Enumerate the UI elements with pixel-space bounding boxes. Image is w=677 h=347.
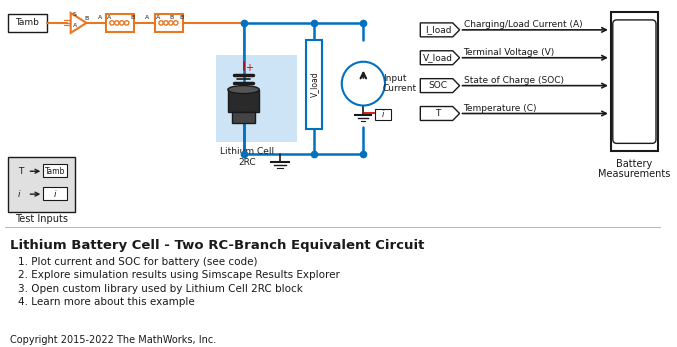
Text: i: i	[382, 110, 384, 119]
Text: State of Charge (SOC): State of Charge (SOC)	[464, 76, 563, 85]
Text: Charging/Load Current (A): Charging/Load Current (A)	[464, 20, 582, 29]
Text: T: T	[18, 167, 23, 176]
Text: 4. Learn more about this example: 4. Learn more about this example	[18, 297, 194, 307]
Text: B: B	[179, 15, 184, 20]
Text: Temperature (C): Temperature (C)	[464, 104, 537, 113]
Text: I_load: I_load	[424, 25, 452, 34]
Circle shape	[110, 21, 114, 25]
Text: B: B	[85, 16, 89, 21]
Circle shape	[173, 21, 178, 25]
Text: Input
Current: Input Current	[383, 74, 417, 93]
Text: Tamb: Tamb	[45, 167, 65, 176]
Text: V_load: V_load	[423, 53, 453, 62]
Bar	[611, 12, 658, 151]
Circle shape	[342, 62, 385, 105]
Bar	[43, 164, 67, 177]
Text: 3. Open custom library used by Lithium Cell 2RC block: 3. Open custom library used by Lithium C…	[18, 284, 303, 294]
Text: A: A	[72, 23, 77, 28]
Text: i: i	[53, 190, 56, 198]
Bar	[155, 14, 183, 32]
Bar	[8, 157, 74, 212]
Ellipse shape	[228, 86, 259, 94]
Circle shape	[164, 21, 168, 25]
Circle shape	[125, 21, 129, 25]
Text: Lithium Cell
2RC: Lithium Cell 2RC	[221, 147, 275, 167]
Polygon shape	[420, 51, 460, 65]
Polygon shape	[70, 13, 87, 33]
FancyBboxPatch shape	[613, 20, 656, 143]
Bar	[216, 55, 297, 142]
Bar	[375, 109, 391, 120]
Text: V_load: V_load	[310, 72, 319, 98]
Bar	[307, 40, 322, 129]
Text: A: A	[98, 15, 102, 20]
Bar	[43, 187, 67, 200]
Text: A: A	[156, 15, 160, 20]
Text: +: +	[246, 63, 253, 73]
Text: B: B	[131, 15, 135, 20]
Text: Tamb: Tamb	[16, 18, 39, 27]
Circle shape	[120, 21, 124, 25]
Text: Terminal Voltage (V): Terminal Voltage (V)	[464, 48, 554, 57]
Text: Measurements: Measurements	[598, 169, 671, 179]
Text: SOC: SOC	[429, 81, 447, 90]
Text: Test Inputs: Test Inputs	[15, 214, 68, 224]
Text: Battery: Battery	[616, 159, 653, 169]
Text: Lithium Battery Cell - Two RC-Branch Equivalent Circuit: Lithium Battery Cell - Two RC-Branch Equ…	[10, 239, 424, 252]
Text: 2. Explore simulation results using Simscape Results Explorer: 2. Explore simulation results using Sims…	[18, 270, 340, 280]
Text: S: S	[72, 12, 77, 17]
Circle shape	[114, 21, 119, 25]
Text: 1. Plot current and SOC for battery (see code): 1. Plot current and SOC for battery (see…	[18, 257, 257, 267]
Polygon shape	[420, 23, 460, 37]
Polygon shape	[420, 107, 460, 120]
Text: i: i	[18, 190, 20, 198]
Bar	[8, 14, 47, 32]
Bar	[106, 14, 133, 32]
Text: A: A	[146, 15, 150, 20]
Text: B: B	[169, 15, 173, 20]
Circle shape	[169, 21, 173, 25]
Text: A: A	[107, 15, 111, 20]
Text: T: T	[435, 109, 441, 118]
Text: Copyright 2015-2022 The MathWorks, Inc.: Copyright 2015-2022 The MathWorks, Inc.	[10, 335, 216, 345]
Polygon shape	[420, 79, 460, 93]
Circle shape	[159, 21, 163, 25]
Bar	[228, 90, 259, 111]
Bar	[232, 111, 255, 124]
